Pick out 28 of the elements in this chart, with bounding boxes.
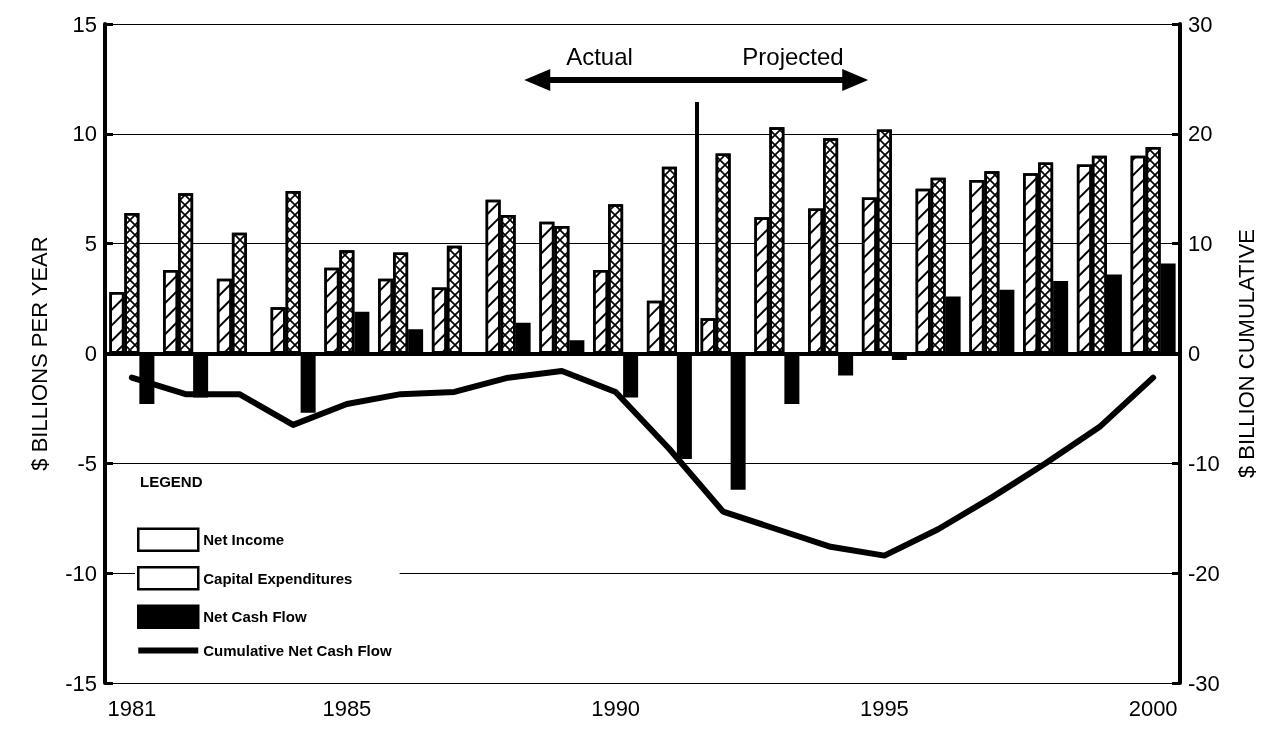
y2-tick-label: 10 <box>1188 231 1213 257</box>
y-tick-label: 15 <box>72 11 97 37</box>
legend-label: Capital Expenditures <box>203 569 353 587</box>
y-tick-label: -15 <box>65 670 97 696</box>
y-tick-label: 10 <box>72 121 97 147</box>
y2-tick-label: 20 <box>1188 121 1213 147</box>
y2-tick-label: 30 <box>1188 11 1213 37</box>
y2-tick-label: -20 <box>1188 560 1220 586</box>
y-tick-label: 0 <box>84 341 97 366</box>
y-axis-title: $ BILLIONS PER YEAR <box>26 236 52 471</box>
legend-title: LEGEND <box>140 473 203 490</box>
y2-tick-label: 0 <box>1188 341 1201 366</box>
x-tick-label: 1981 <box>107 695 157 721</box>
x-tick-label: 1995 <box>859 695 909 721</box>
x-tick-label: 2000 <box>1128 695 1178 721</box>
y-tick-label: 5 <box>84 231 97 257</box>
legend-label: Net Cash Flow <box>203 608 307 626</box>
y2-tick-label: -10 <box>1188 450 1220 476</box>
y-tick-label: -5 <box>77 450 97 476</box>
y2-axis-title: $ BILLION CUMULATIVE <box>1233 229 1259 478</box>
legend-label: Cumulative Net Cash Flow <box>203 642 392 659</box>
legend-label: Net Income <box>203 531 285 549</box>
y-tick-label: -10 <box>65 560 97 586</box>
y2-tick-label: -30 <box>1188 670 1220 696</box>
annotation: Actual <box>566 43 633 71</box>
x-tick-label: 1985 <box>322 695 372 721</box>
annotation: Projected <box>742 43 844 71</box>
x-tick-label: 1990 <box>591 695 641 721</box>
